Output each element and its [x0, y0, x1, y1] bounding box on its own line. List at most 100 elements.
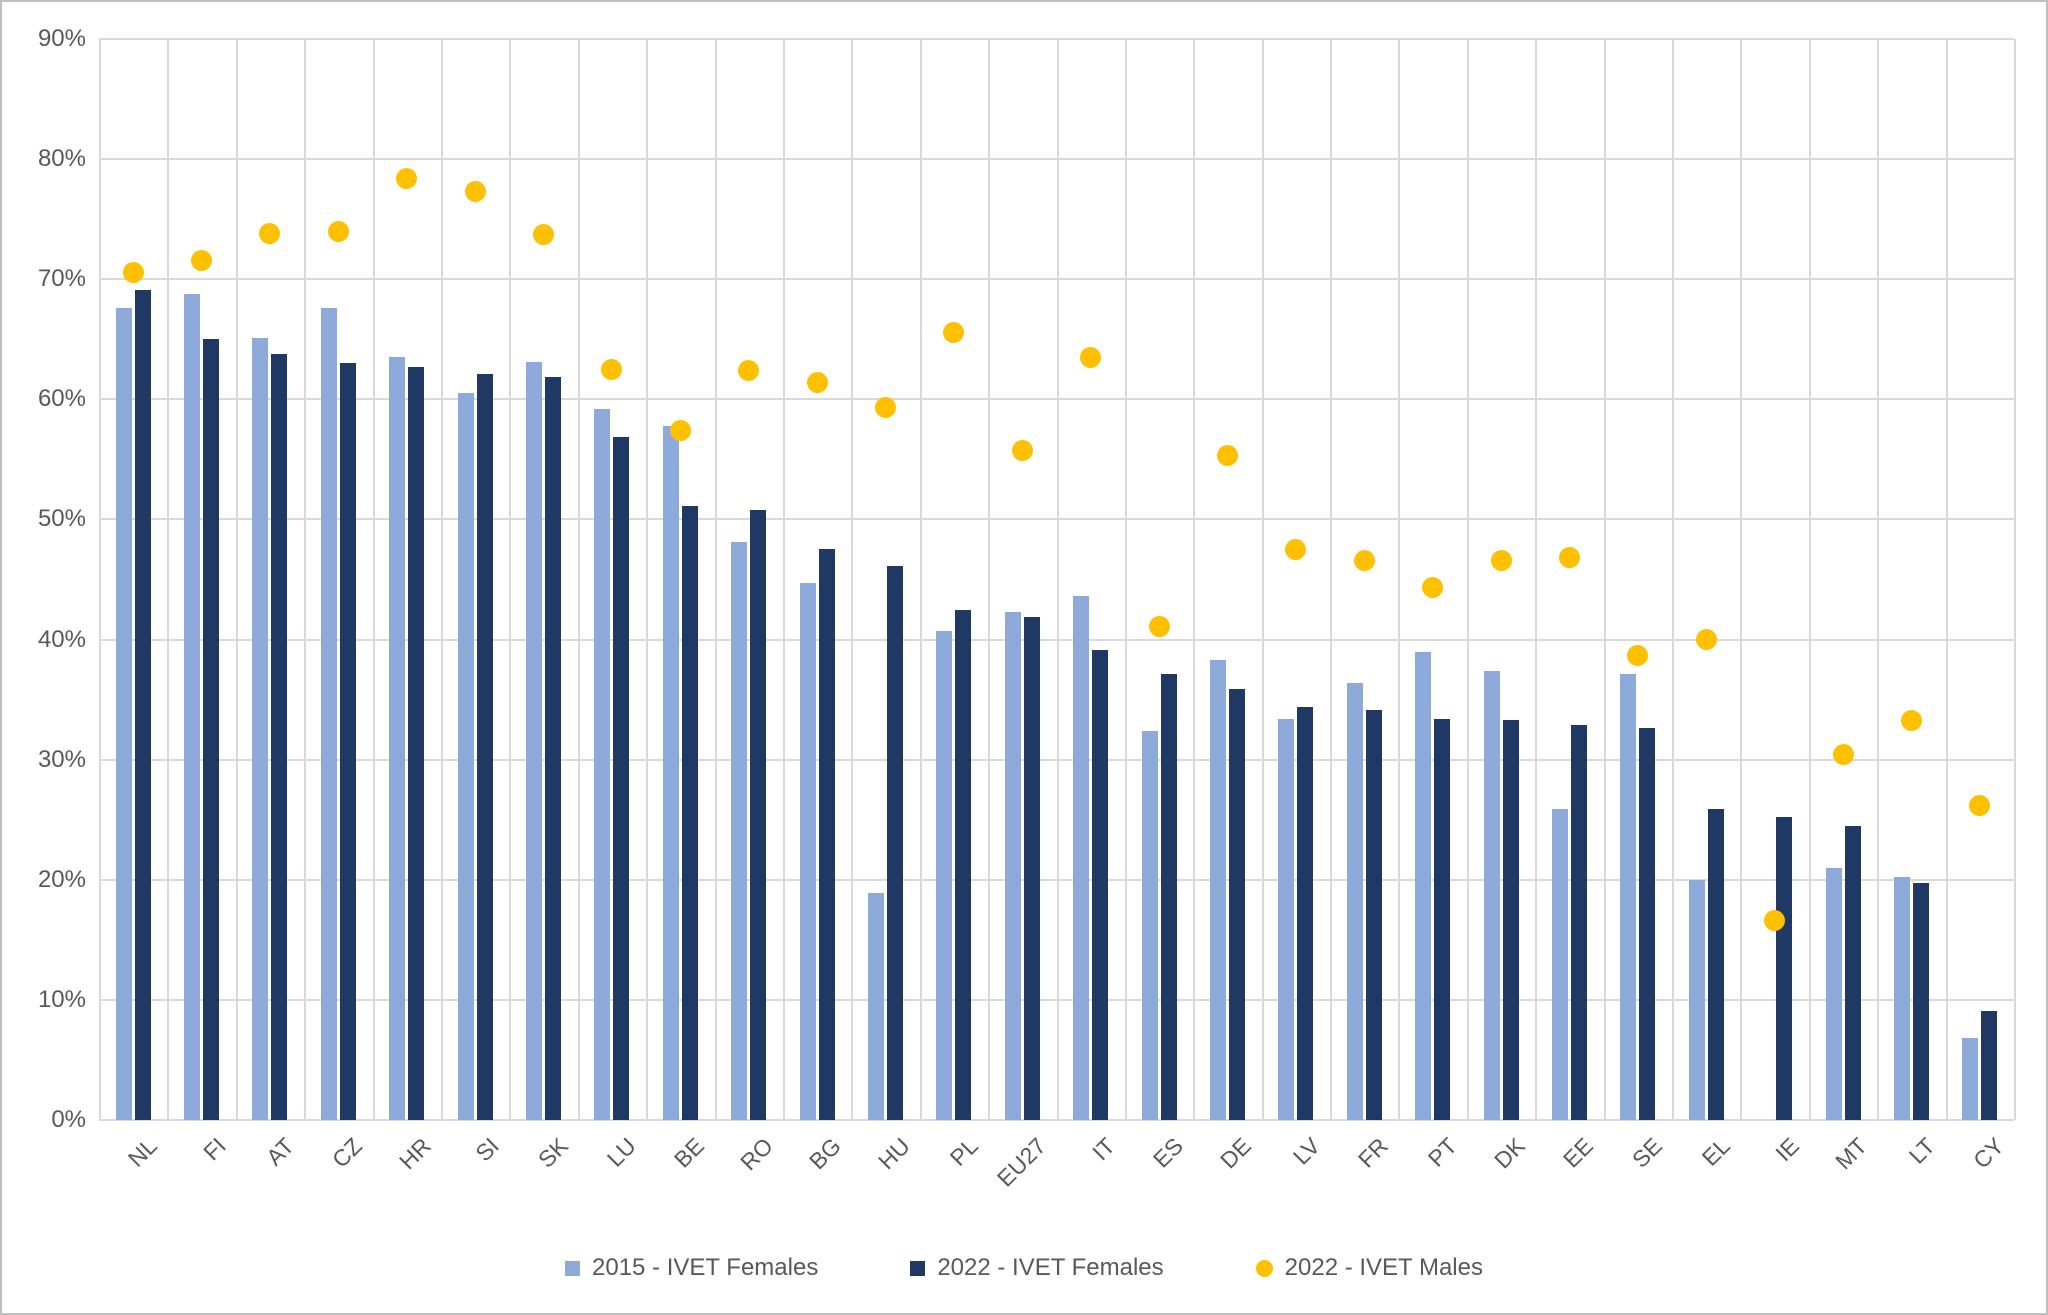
bar-2022-females-PL — [955, 609, 972, 1120]
x-tick-label-BE: BE — [669, 1132, 710, 1173]
category-cell-MT — [1809, 39, 1877, 1120]
y-tick-label-50: 50% — [37, 505, 86, 533]
y-tick-label-70: 70% — [37, 265, 86, 293]
x-tick-label-EU27: EU27 — [992, 1132, 1052, 1192]
gridline-v-8 — [646, 39, 648, 1120]
gridline-v-6 — [509, 39, 511, 1120]
x-tick-label-ES: ES — [1147, 1132, 1189, 1173]
bar-2015-females-PL — [936, 631, 953, 1120]
y-tick-label-90: 90% — [37, 25, 86, 52]
dot-2022-males-FI — [191, 249, 213, 271]
dot-2022-males-HR — [396, 167, 418, 189]
bar-2015-females-SE — [1620, 674, 1637, 1120]
legend-item-2015-females: 2015 - IVET Females — [565, 1254, 818, 1282]
dot-2022-males-CY — [1969, 794, 1991, 816]
category-cell-IT — [1057, 39, 1125, 1120]
gridline-v-12 — [920, 39, 922, 1120]
x-tick-label-PT: PT — [1422, 1132, 1462, 1172]
gridline-v-17 — [1262, 39, 1264, 1120]
plot-area — [99, 38, 2016, 1121]
dot-2022-males-ES — [1148, 615, 1170, 637]
category-cell-SK — [509, 39, 577, 1120]
category-cell-BG — [783, 39, 851, 1120]
gridline-h-70 — [99, 278, 2014, 281]
x-tick-label-EE: EE — [1558, 1132, 1599, 1173]
dot-2022-males-LT — [1900, 709, 1922, 731]
category-cell-EL — [1672, 39, 1740, 1120]
gridline-v-4 — [373, 39, 375, 1120]
bar-2022-females-EU27 — [1023, 616, 1040, 1120]
dot-2022-males-NL — [122, 261, 144, 283]
category-cell-CZ — [304, 39, 372, 1120]
bar-2022-females-HU — [887, 566, 903, 1120]
x-tick-label-AT: AT — [260, 1132, 299, 1171]
dot-2022-males-EL — [1695, 629, 1717, 651]
dot-2022-males-PL — [943, 321, 965, 343]
dot-2022-males-FR — [1353, 549, 1375, 571]
dot-2022-males-SI — [464, 181, 486, 203]
dot-2022-males-IE — [1764, 910, 1786, 932]
legend: 2015 - IVET Females 2022 - IVET Females 20… — [2, 1254, 2046, 1282]
x-tick-label-FI: FI — [197, 1132, 231, 1166]
bar-2022-females-LT — [1912, 883, 1929, 1120]
bar-2015-females-NL — [115, 308, 132, 1120]
gridline-v-27 — [1946, 39, 1948, 1120]
gridline-h-90 — [99, 38, 2014, 40]
dot-2022-males-MT — [1832, 744, 1854, 766]
gridline-v-24 — [1740, 39, 1742, 1120]
category-cell-FR — [1330, 39, 1398, 1120]
bar-2022-females-LU — [613, 436, 630, 1120]
bar-2015-females-LU — [594, 408, 611, 1120]
legend-label: 2022 - IVET Females — [937, 1254, 1164, 1281]
x-tick-label-LT: LT — [1904, 1132, 1941, 1169]
gridline-v-16 — [1193, 39, 1195, 1120]
category-cell-RO — [715, 39, 783, 1120]
category-cell-BE — [646, 39, 714, 1120]
category-cell-SI — [441, 39, 509, 1120]
bar-2015-females-DK — [1483, 670, 1500, 1120]
bar-2015-females-CZ — [320, 308, 337, 1120]
x-tick-label-CY: CY — [1967, 1132, 2009, 1174]
gridline-v-21 — [1535, 39, 1537, 1120]
bar-2022-females-RO — [750, 509, 767, 1120]
gridline-h-10 — [99, 998, 2014, 1001]
bar-2015-females-SI — [457, 393, 474, 1120]
bar-2015-females-BE — [662, 425, 679, 1120]
gridline-v-11 — [851, 39, 853, 1120]
x-tick-label-RO: RO — [734, 1132, 778, 1176]
dot-2022-males-CZ — [327, 220, 349, 242]
category-cell-HU — [851, 39, 919, 1120]
gridline-v-1 — [167, 39, 169, 1120]
dot-2022-males-DE — [1216, 445, 1238, 467]
x-tick-label-LU: LU — [601, 1132, 641, 1172]
bar-2022-females-MT — [1844, 825, 1861, 1120]
bar-2015-females-HU — [868, 893, 884, 1120]
y-tick-label-20: 20% — [37, 865, 86, 893]
dot-2022-males-SK — [533, 224, 555, 246]
legend-label: 2015 - IVET Females — [592, 1254, 819, 1281]
legend-square-icon — [910, 1260, 926, 1276]
bar-2015-females-IT — [1073, 596, 1090, 1120]
category-cell-LT — [1877, 39, 1945, 1120]
x-tick-label-FR: FR — [1353, 1132, 1394, 1173]
x-tick-label-DK: DK — [1489, 1132, 1531, 1174]
bar-2015-females-MT — [1825, 867, 1842, 1120]
legend-label: 2022 - IVET Males — [1284, 1254, 1483, 1281]
dot-2022-males-RO — [738, 360, 760, 381]
x-tick-label-NL: NL — [122, 1132, 163, 1172]
bar-2022-females-NL — [134, 290, 151, 1120]
bar-2022-females-EL — [1707, 808, 1724, 1120]
gridline-v-13 — [988, 39, 990, 1120]
bar-2015-females-RO — [731, 542, 748, 1120]
x-tick-label-IE: IE — [1769, 1132, 1804, 1167]
gridline-h-0 — [99, 1119, 2014, 1121]
gridline-h-20 — [99, 878, 2014, 881]
gridline-h-80 — [99, 158, 2014, 161]
category-cell-NL — [99, 39, 167, 1120]
category-cell-DK — [1467, 39, 1535, 1120]
x-tick-label-SI: SI — [470, 1132, 505, 1167]
category-cell-AT — [236, 39, 304, 1120]
gridline-v-5 — [441, 39, 443, 1120]
category-cell-EU27 — [988, 39, 1056, 1120]
bar-2022-females-SE — [1639, 728, 1656, 1120]
